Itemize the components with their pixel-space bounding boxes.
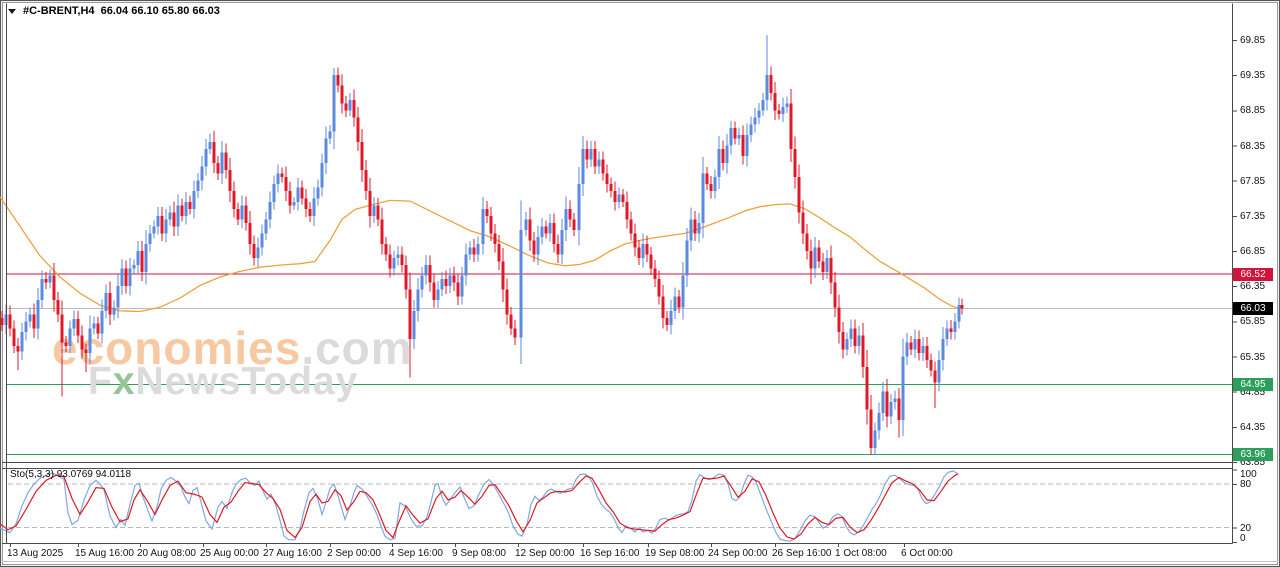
chart-title: #C-BRENT,H4 66.04 66.10 65.80 66.03	[23, 5, 220, 17]
stochastic-k-line	[0, 470, 959, 542]
moving-average-line	[0, 196, 961, 313]
symbol-dropdown-icon[interactable]	[8, 9, 16, 14]
candles	[0, 35, 964, 456]
stochastic-d-line	[0, 473, 959, 540]
ohlc-values: 66.04 66.10 65.80 66.03	[100, 5, 220, 17]
symbol-name: #C-BRENT,H4	[23, 5, 95, 17]
chart-titlebar: #C-BRENT,H4 66.04 66.10 65.80 66.03	[8, 5, 220, 17]
